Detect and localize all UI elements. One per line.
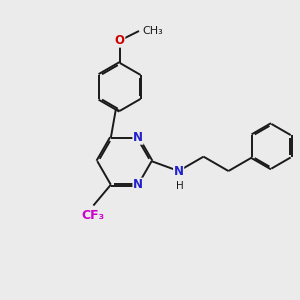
Text: N: N xyxy=(133,178,143,191)
Text: CH₃: CH₃ xyxy=(142,26,163,36)
Text: H: H xyxy=(176,181,184,191)
Text: N: N xyxy=(133,131,143,144)
Text: N: N xyxy=(174,164,184,178)
Text: O: O xyxy=(115,34,125,47)
Text: CF₃: CF₃ xyxy=(82,209,105,222)
